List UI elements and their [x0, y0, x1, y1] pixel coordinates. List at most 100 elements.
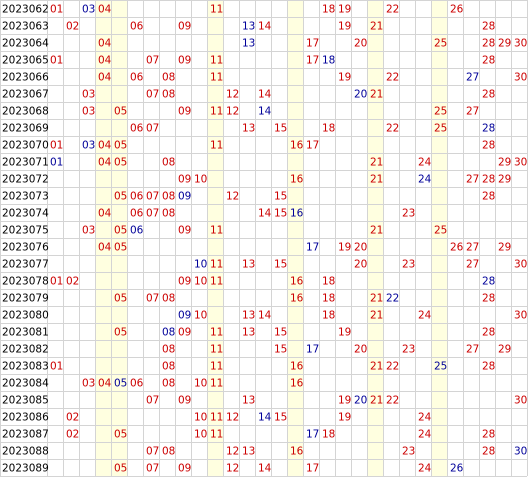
number: 28 [482, 276, 495, 288]
issue: 2023088 [2, 446, 49, 458]
number: 09 [178, 395, 191, 407]
number: 11 [210, 276, 223, 288]
number: 03 [82, 225, 95, 237]
number: 30 [514, 72, 527, 84]
number: 13 [242, 259, 255, 271]
number: 29 [498, 344, 511, 356]
number: 14 [258, 106, 272, 118]
number: 30 [514, 395, 527, 407]
number: 13 [242, 38, 255, 50]
number: 09 [178, 276, 191, 288]
number: 11 [210, 55, 223, 67]
number: 01 [50, 140, 63, 152]
number: 22 [386, 293, 399, 305]
number: 09 [178, 55, 191, 67]
number: 08 [162, 378, 175, 390]
number: 11 [210, 4, 223, 16]
number: 12 [226, 191, 239, 203]
number: 28 [482, 140, 495, 152]
number: 29 [498, 174, 511, 186]
number: 27 [466, 106, 479, 118]
issue: 2023077 [2, 259, 49, 271]
number: 18 [322, 429, 335, 441]
number: 03 [82, 378, 95, 390]
issue: 2023079 [2, 293, 49, 305]
number: 06 [130, 225, 144, 237]
number: 18 [322, 276, 335, 288]
number: 11 [210, 344, 223, 356]
number: 29 [498, 157, 511, 169]
number: 04 [98, 242, 112, 254]
number: 27 [466, 259, 479, 271]
number: 17 [306, 463, 319, 475]
number: 15 [274, 327, 287, 339]
number: 30 [514, 38, 527, 50]
number: 03 [82, 89, 95, 101]
number: 08 [162, 89, 175, 101]
number: 08 [162, 208, 175, 220]
number: 28 [482, 327, 495, 339]
number: 22 [386, 123, 399, 135]
number: 19 [338, 327, 351, 339]
number: 22 [386, 395, 399, 407]
number: 24 [418, 463, 432, 475]
number: 19 [338, 242, 351, 254]
issue: 2023089 [2, 463, 49, 475]
number: 30 [514, 259, 527, 271]
number: 21 [370, 89, 383, 101]
number: 08 [162, 191, 175, 203]
number: 09 [178, 225, 191, 237]
number: 10 [194, 310, 207, 322]
number: 21 [370, 361, 383, 373]
number: 11 [210, 412, 223, 424]
number: 14 [258, 412, 272, 424]
number: 05 [114, 378, 127, 390]
number: 26 [450, 242, 464, 254]
issue: 2023068 [2, 106, 49, 118]
number: 04 [98, 140, 112, 152]
number: 07 [146, 446, 159, 458]
issue: 2023078 [2, 276, 49, 288]
number: 28 [482, 446, 495, 458]
number: 16 [290, 361, 304, 373]
number: 13 [242, 21, 255, 33]
number: 03 [82, 140, 95, 152]
number: 21 [370, 293, 383, 305]
issue: 2023069 [2, 123, 49, 135]
issue: 2023086 [2, 412, 49, 424]
number: 14 [258, 21, 272, 33]
number: 11 [210, 378, 223, 390]
number: 23 [402, 446, 415, 458]
number: 08 [162, 344, 175, 356]
number: 21 [370, 21, 383, 33]
number: 11 [210, 361, 223, 373]
issue: 2023063 [2, 21, 49, 33]
number: 22 [386, 361, 399, 373]
number: 06 [130, 378, 144, 390]
number: 03 [82, 106, 95, 118]
number: 05 [114, 157, 127, 169]
number: 11 [210, 106, 223, 118]
number: 02 [66, 276, 79, 288]
issue: 2023080 [2, 310, 49, 322]
number: 30 [514, 157, 527, 169]
number: 09 [178, 191, 191, 203]
number: 09 [178, 463, 191, 475]
number: 01 [50, 55, 63, 67]
number: 09 [178, 21, 191, 33]
number: 05 [114, 429, 127, 441]
number: 18 [322, 293, 335, 305]
number: 10 [194, 174, 207, 186]
number: 21 [370, 310, 383, 322]
number: 18 [322, 123, 335, 135]
number: 14 [258, 463, 272, 475]
number: 28 [482, 191, 495, 203]
number: 25 [434, 106, 447, 118]
number: 06 [130, 21, 144, 33]
number: 21 [370, 225, 383, 237]
number: 28 [482, 361, 495, 373]
number: 08 [162, 361, 175, 373]
number: 15 [274, 412, 287, 424]
issue: 2023083 [2, 361, 49, 373]
number: 06 [130, 72, 144, 84]
